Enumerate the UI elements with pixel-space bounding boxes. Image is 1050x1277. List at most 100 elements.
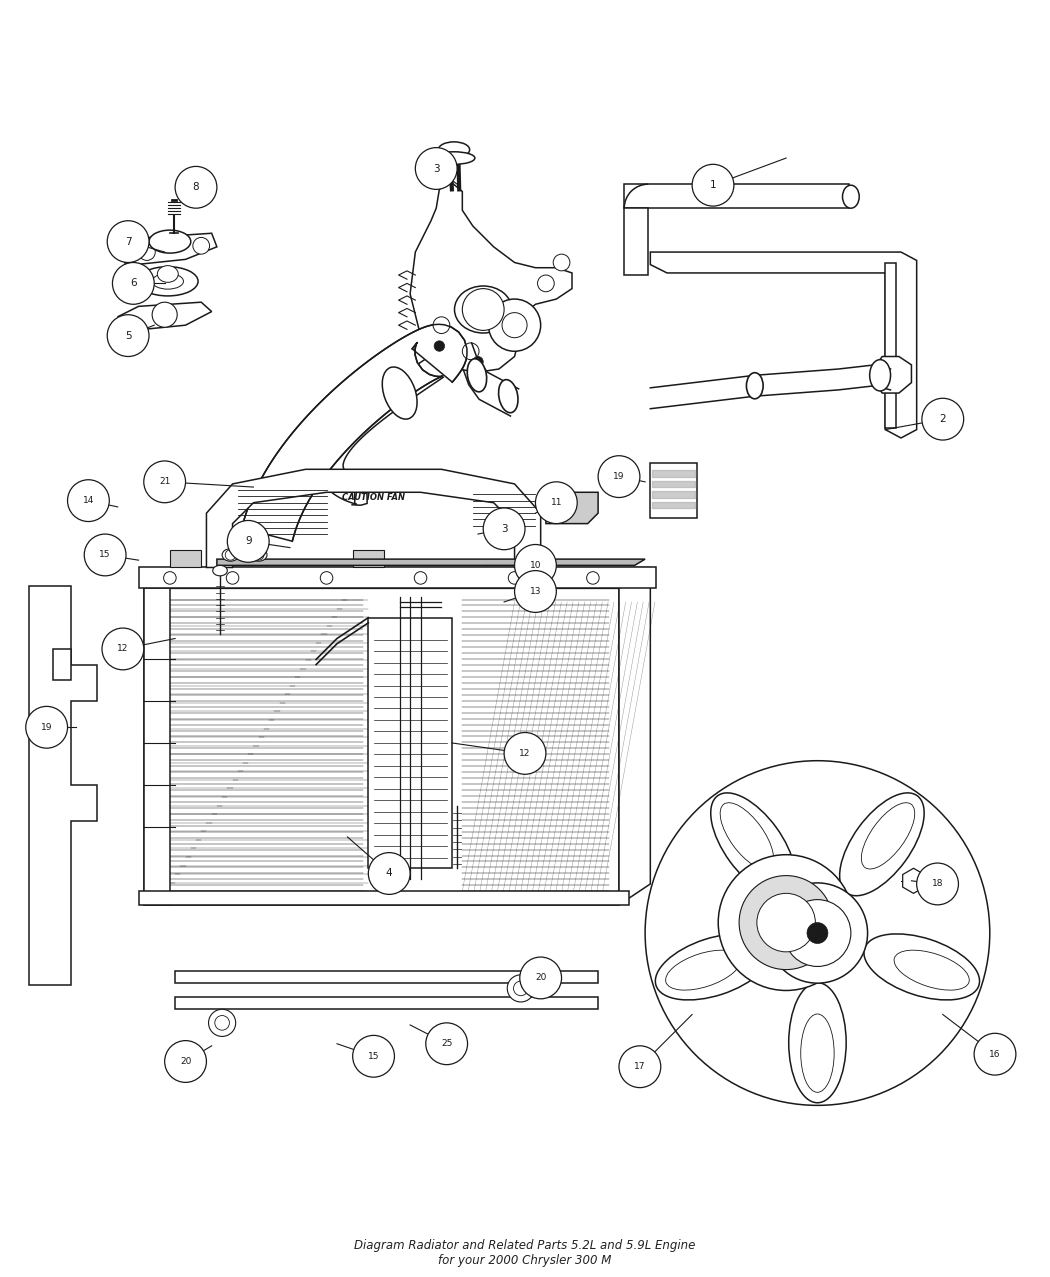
- Text: 3: 3: [433, 163, 440, 174]
- Circle shape: [215, 1015, 229, 1031]
- Polygon shape: [903, 868, 924, 894]
- Text: 19: 19: [613, 472, 625, 481]
- Polygon shape: [624, 208, 648, 275]
- Ellipse shape: [869, 360, 890, 391]
- Circle shape: [369, 853, 411, 894]
- Circle shape: [587, 572, 600, 584]
- Text: 5: 5: [125, 331, 131, 341]
- Text: 1: 1: [710, 180, 716, 190]
- Polygon shape: [620, 567, 650, 905]
- Polygon shape: [242, 324, 467, 541]
- Text: 2: 2: [940, 414, 946, 424]
- Circle shape: [193, 238, 210, 254]
- Circle shape: [164, 572, 176, 584]
- Polygon shape: [650, 252, 917, 438]
- Circle shape: [538, 275, 554, 291]
- Text: 21: 21: [159, 478, 170, 487]
- Ellipse shape: [138, 267, 198, 296]
- Ellipse shape: [840, 793, 924, 895]
- Ellipse shape: [747, 373, 763, 398]
- Text: 11: 11: [550, 498, 562, 507]
- Text: 20: 20: [536, 973, 546, 982]
- Circle shape: [488, 299, 541, 351]
- Circle shape: [520, 956, 562, 999]
- Circle shape: [144, 461, 186, 503]
- Ellipse shape: [433, 152, 475, 165]
- Polygon shape: [353, 549, 384, 567]
- Circle shape: [67, 480, 109, 521]
- Circle shape: [26, 706, 67, 748]
- Circle shape: [228, 521, 269, 562]
- Polygon shape: [624, 184, 848, 208]
- Text: 4: 4: [386, 868, 393, 879]
- Polygon shape: [217, 559, 645, 566]
- Text: 25: 25: [441, 1039, 453, 1048]
- Ellipse shape: [223, 549, 238, 561]
- Circle shape: [974, 1033, 1016, 1075]
- Circle shape: [739, 876, 833, 969]
- Text: 18: 18: [931, 880, 943, 889]
- Text: 14: 14: [83, 497, 94, 506]
- Circle shape: [415, 572, 426, 584]
- Text: 7: 7: [125, 236, 131, 246]
- Circle shape: [434, 341, 444, 351]
- Polygon shape: [175, 997, 598, 1009]
- Text: 15: 15: [368, 1052, 379, 1061]
- Ellipse shape: [666, 950, 741, 990]
- Ellipse shape: [158, 266, 179, 282]
- Text: 9: 9: [245, 536, 252, 547]
- Circle shape: [209, 1009, 235, 1037]
- Ellipse shape: [438, 142, 469, 157]
- Circle shape: [107, 221, 149, 263]
- Text: 3: 3: [501, 524, 507, 534]
- Polygon shape: [139, 891, 629, 905]
- Circle shape: [757, 894, 816, 951]
- Text: 8: 8: [193, 183, 200, 193]
- Text: 12: 12: [118, 645, 128, 654]
- Polygon shape: [118, 303, 212, 331]
- Ellipse shape: [894, 950, 969, 990]
- Circle shape: [807, 922, 827, 944]
- Text: Diagram Radiator and Related Parts 5.2L and 5.9L Engine
for your 2000 Chrysler 3: Diagram Radiator and Related Parts 5.2L …: [354, 1239, 696, 1267]
- Circle shape: [426, 1023, 467, 1065]
- Polygon shape: [139, 567, 655, 589]
- Polygon shape: [29, 586, 97, 986]
- Polygon shape: [52, 649, 70, 681]
- Circle shape: [226, 549, 235, 561]
- Circle shape: [553, 254, 570, 271]
- Ellipse shape: [455, 286, 512, 333]
- Ellipse shape: [149, 230, 191, 253]
- Text: 16: 16: [989, 1050, 1001, 1059]
- Ellipse shape: [655, 933, 771, 1000]
- Circle shape: [102, 628, 144, 670]
- Ellipse shape: [864, 933, 980, 1000]
- Circle shape: [692, 165, 734, 206]
- Text: 20: 20: [180, 1057, 191, 1066]
- Text: 6: 6: [130, 278, 136, 289]
- Circle shape: [620, 1046, 660, 1088]
- Circle shape: [416, 148, 457, 189]
- Ellipse shape: [467, 359, 486, 392]
- Circle shape: [320, 572, 333, 584]
- Polygon shape: [885, 263, 896, 428]
- Circle shape: [483, 508, 525, 549]
- Ellipse shape: [801, 1014, 834, 1092]
- Circle shape: [462, 289, 504, 331]
- Ellipse shape: [720, 803, 774, 870]
- Ellipse shape: [861, 803, 915, 870]
- Ellipse shape: [499, 379, 518, 412]
- Circle shape: [152, 303, 177, 327]
- Circle shape: [462, 344, 479, 360]
- Polygon shape: [369, 618, 452, 868]
- Circle shape: [507, 974, 534, 1002]
- Circle shape: [175, 166, 217, 208]
- Circle shape: [513, 981, 528, 996]
- Circle shape: [718, 854, 854, 991]
- Ellipse shape: [152, 273, 184, 289]
- Polygon shape: [411, 181, 572, 372]
- Circle shape: [107, 314, 149, 356]
- Text: 12: 12: [520, 748, 530, 757]
- Circle shape: [227, 572, 238, 584]
- Ellipse shape: [213, 566, 228, 576]
- Ellipse shape: [842, 185, 859, 208]
